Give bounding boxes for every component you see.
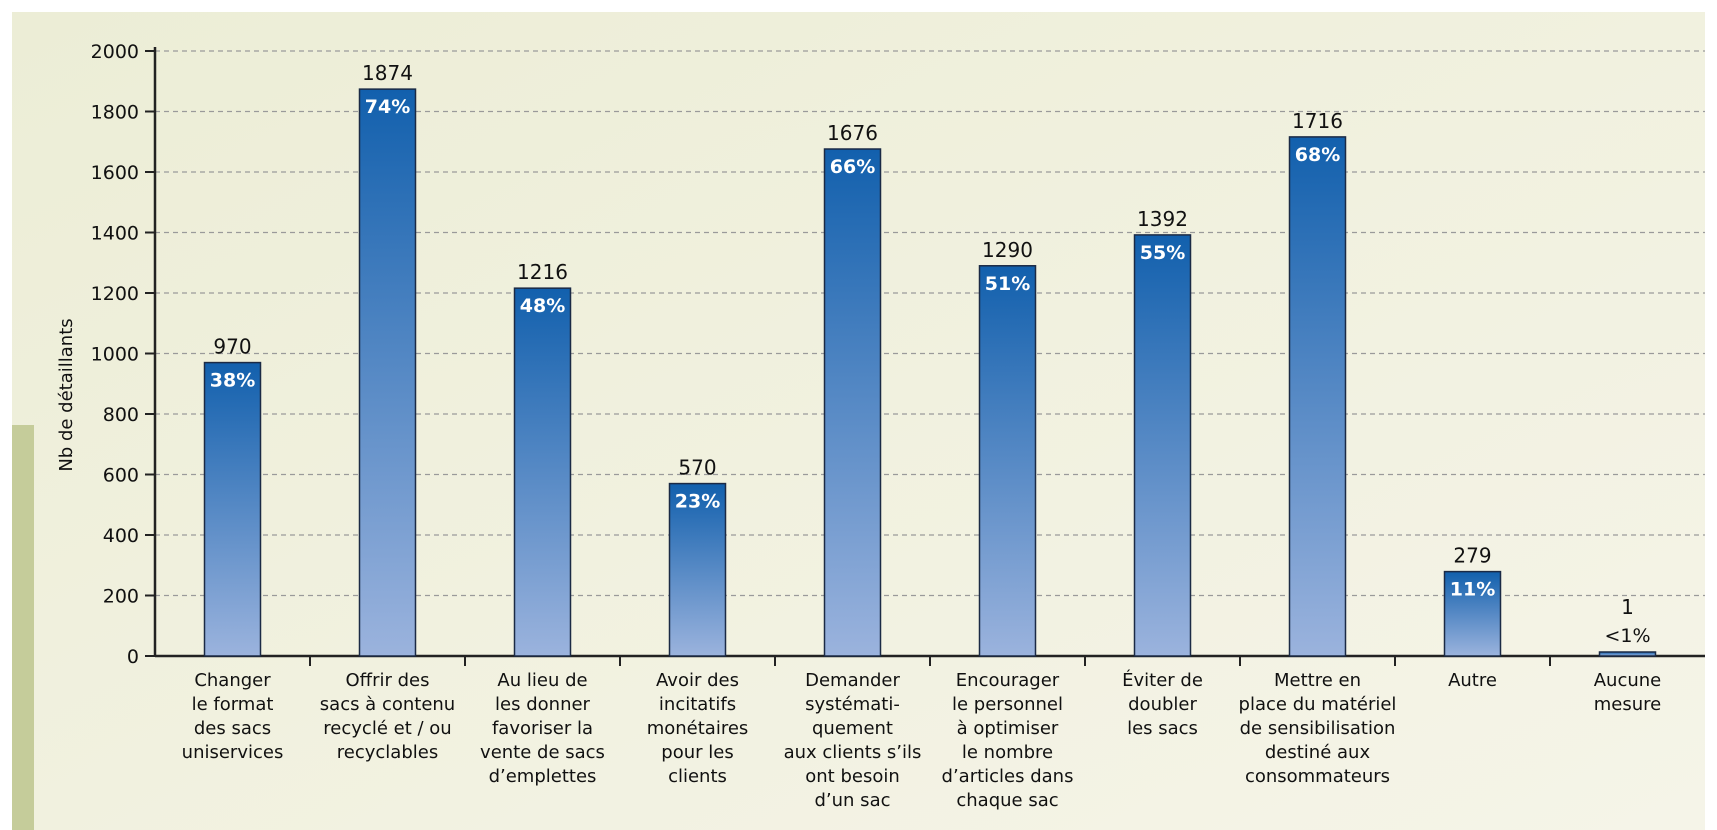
y-tick-label: 1400 [91, 223, 139, 245]
bar-value-label: 1716 [1292, 109, 1343, 133]
labels: 0 200 400 600 800 1000 1200 1400 1600 1800 2000 970… [91, 41, 1662, 811]
bars [203, 88, 1657, 657]
x-category-label: Autre [1448, 670, 1497, 691]
bar-percent-label: 23% [675, 491, 720, 513]
y-tick-label: 1800 [91, 102, 139, 124]
bar-value-label: 570 [678, 456, 716, 480]
bar [668, 482, 727, 657]
x-category-label: Encourager le personnel à optimiser le nomb… [942, 670, 1074, 811]
bar-percent-label: 66% [830, 156, 875, 178]
y-tick-label: 1600 [91, 162, 139, 184]
x-category-label: Demander systémati-quement aux clients s’i… [784, 670, 922, 811]
bar-value-label: 1676 [827, 121, 878, 145]
x-category-label: Avoir des incitatifs monétaires pour les cli… [647, 670, 749, 787]
bar [203, 361, 262, 657]
bar [1133, 234, 1192, 657]
x-category-label: Au lieu de les donner favoriser la vente de… [480, 670, 605, 787]
x-category-label: Aucune mesure [1594, 670, 1662, 715]
bar-percent-label: 11% [1450, 579, 1495, 601]
y-tick-label: 600 [103, 465, 139, 487]
bar-value-label: 1392 [1137, 207, 1188, 231]
bar [1598, 651, 1657, 657]
y-tick-label: 400 [103, 525, 139, 547]
y-tick-label: 800 [103, 404, 139, 426]
bar [823, 148, 882, 657]
y-tick-label: 2000 [91, 41, 139, 63]
bar-percent-label: 55% [1140, 242, 1185, 264]
bar [513, 287, 572, 657]
bar [1443, 570, 1502, 657]
y-axis-label: Nb de détaillants [56, 318, 77, 471]
bar-value-label: 279 [1453, 544, 1491, 568]
bar-percent-label: 38% [210, 370, 255, 392]
bar [358, 88, 417, 657]
x-category-label: Changer le format des sacs uniservices [182, 670, 284, 763]
bar-percent-label: <1% [1604, 625, 1650, 647]
bar-value-label: 1216 [517, 260, 568, 284]
bar-value-label: 970 [213, 335, 251, 359]
left-accent-strip [12, 425, 34, 830]
x-category-label: Offrir des sacs à contenu recyclé et / ou r… [320, 670, 455, 763]
bar-percent-label: 74% [365, 96, 410, 118]
y-tick-label: 1200 [91, 283, 139, 305]
y-tick-label: 200 [103, 586, 139, 608]
y-tick-label: 0 [127, 646, 139, 668]
x-category-label: Éviter de doubler les sacs [1122, 669, 1203, 739]
bar-value-label: 1874 [362, 61, 413, 85]
bar-percent-label: 51% [985, 273, 1030, 295]
bar-percent-label: 48% [520, 295, 565, 317]
grid [155, 50, 1705, 597]
bar-percent-label: 68% [1295, 144, 1340, 166]
bar-value-label: 1 [1621, 595, 1634, 619]
bar [1288, 136, 1347, 657]
bar [978, 265, 1037, 657]
x-category-label: Mettre en place du matériel de sensibilisa… [1239, 670, 1397, 787]
bar-value-label: 1290 [982, 238, 1033, 262]
y-tick-label: 1000 [91, 344, 139, 366]
